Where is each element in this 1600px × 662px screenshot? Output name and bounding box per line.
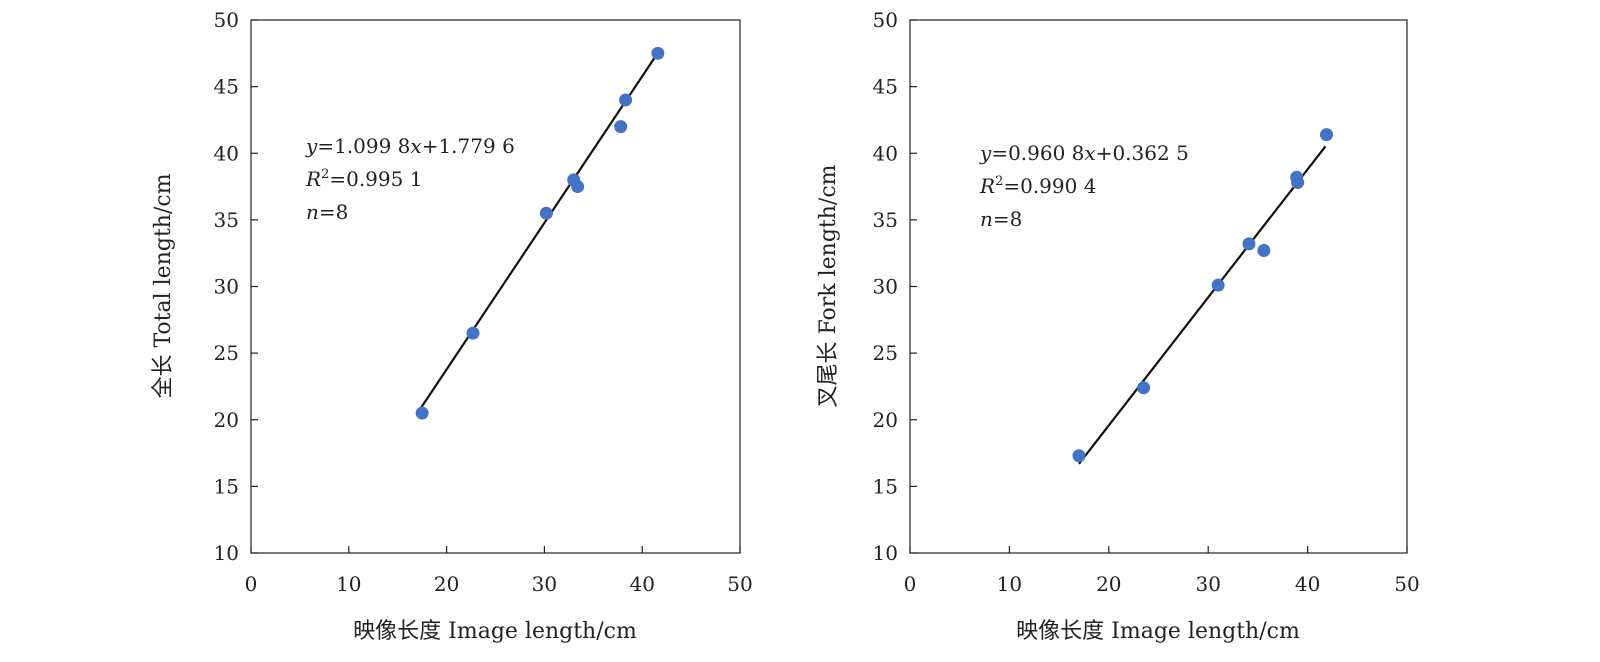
y-tick-label: 50	[214, 8, 239, 32]
equation-y-var: y	[305, 134, 318, 158]
fit-line-layer	[419, 53, 658, 410]
x-tick-label: 50	[727, 572, 752, 596]
y-tick-label: 15	[873, 474, 898, 498]
r-squared-text: R2=0.990 4	[979, 174, 1096, 198]
y-tick-label: 35	[873, 208, 898, 232]
r2-value: =0.995 1	[329, 167, 422, 191]
data-point	[1257, 244, 1271, 258]
y-tick-label: 40	[873, 141, 898, 165]
data-point	[539, 206, 553, 220]
y-tick-label: 10	[873, 541, 898, 565]
r2-var: R	[305, 167, 321, 191]
n-value: =8	[319, 200, 348, 224]
y-tick-label: 20	[214, 408, 239, 432]
data-point	[1319, 128, 1333, 142]
equation-x-var: x	[410, 134, 421, 158]
y-tick-label: 45	[873, 75, 898, 99]
r2-superscript: 2	[321, 167, 329, 182]
equation-x-var: x	[1084, 141, 1095, 165]
data-point	[651, 46, 665, 60]
r2-superscript: 2	[995, 174, 1003, 189]
equation-intercept: +0.362 5	[1096, 141, 1189, 165]
sample-size-text: n=8	[980, 207, 1022, 231]
y-tick-label: 30	[873, 275, 898, 299]
x-tick-label: 10	[997, 572, 1022, 596]
points-layer	[415, 46, 665, 420]
x-tick-label: 20	[434, 572, 459, 596]
x-tick-label: 30	[532, 572, 557, 596]
regression-line	[1078, 145, 1327, 465]
y-axis-title: 叉尾长 Fork length/cm	[816, 164, 841, 407]
r2-var: R	[979, 174, 995, 198]
x-tick-label: 30	[1195, 572, 1220, 596]
data-point	[1242, 237, 1256, 251]
equation-slope: =1.099 8	[317, 134, 410, 158]
plot-area-frame	[909, 19, 1408, 554]
data-point	[466, 326, 480, 340]
x-tick-label: 0	[904, 572, 917, 596]
x-tick-label: 40	[629, 572, 654, 596]
y-tick-label: 35	[214, 208, 239, 232]
y-tick-label: 45	[214, 75, 239, 99]
data-point	[619, 93, 633, 107]
equation-text: y=1.099 8x+1.779 6	[305, 134, 515, 158]
y-tick-label: 20	[873, 408, 898, 432]
data-point	[614, 120, 628, 134]
x-tick-label: 50	[1394, 572, 1419, 596]
chart-total-length: y=1.099 8x+1.779 6 R2=0.995 1 n=8 映像长度 I…	[151, 8, 753, 644]
x-tick-label: 20	[1096, 572, 1121, 596]
x-tick-label: 0	[245, 572, 258, 596]
regression-line	[419, 53, 658, 410]
r-squared-text: R2=0.995 1	[305, 167, 422, 191]
data-point	[1072, 449, 1086, 463]
y-tick-label: 30	[214, 275, 239, 299]
x-axis-title: 映像长度 Image length/cm	[353, 619, 637, 644]
y-tick-label: 25	[873, 341, 898, 365]
y-tick-label: 40	[214, 141, 239, 165]
fit-line-layer	[1078, 145, 1327, 465]
data-point	[1211, 278, 1225, 292]
sample-size-text: n=8	[306, 200, 348, 224]
y-axis-title: 全长 Total length/cm	[151, 173, 176, 398]
y-tick-label: 25	[214, 341, 239, 365]
plot-area-frame	[250, 19, 741, 554]
x-axis-title: 映像长度 Image length/cm	[1016, 619, 1300, 644]
equation-text: y=0.960 8x+0.362 5	[979, 141, 1189, 165]
data-point	[1137, 381, 1151, 395]
equation-y-var: y	[979, 141, 992, 165]
x-tick-label: 10	[336, 572, 361, 596]
data-point	[571, 180, 585, 194]
r2-value: =0.990 4	[1003, 174, 1096, 198]
n-var: n	[306, 200, 319, 224]
n-value: =8	[993, 207, 1022, 231]
x-tick-label: 40	[1295, 572, 1320, 596]
points-layer	[1072, 128, 1333, 463]
data-point	[1291, 176, 1305, 190]
equation-slope: =0.960 8	[991, 141, 1084, 165]
n-var: n	[980, 207, 993, 231]
chart-fork-length: y=0.960 8x+0.362 5 R2=0.990 4 n=8 映像长度 I…	[816, 8, 1420, 644]
y-tick-label: 50	[873, 8, 898, 32]
equation-intercept: +1.779 6	[422, 134, 515, 158]
y-tick-label: 10	[214, 541, 239, 565]
data-point	[415, 406, 429, 420]
y-tick-label: 15	[214, 474, 239, 498]
